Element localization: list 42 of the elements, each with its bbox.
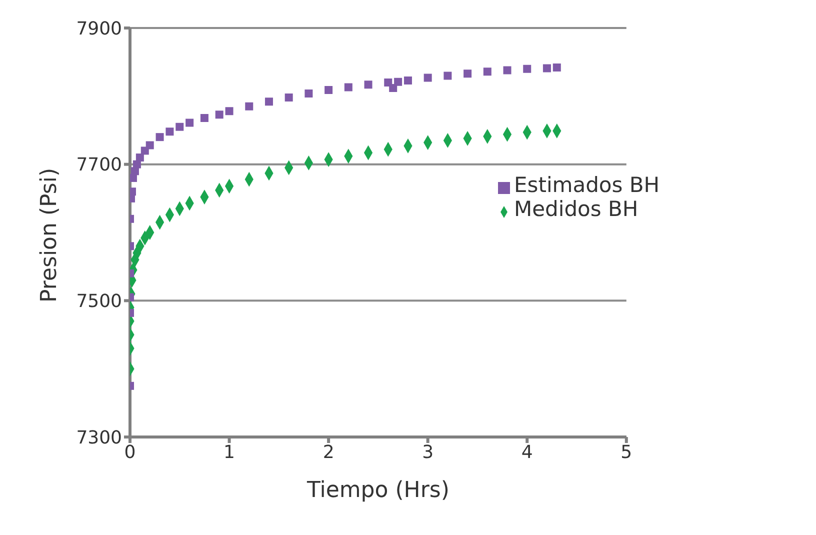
point [215,110,224,119]
point [132,160,141,168]
point [424,74,432,82]
point [245,102,254,110]
y-tick-label: 7900 [76,18,122,40]
y-axis-title: Presion (Psi) [36,168,62,302]
point [146,141,154,150]
x-tick-label: 4 [521,442,533,463]
x-tick-label: 2 [322,442,334,463]
point [225,107,234,116]
x-tick-label: 5 [620,442,632,463]
point [503,66,512,74]
point [186,118,194,127]
point [200,114,208,122]
legend-label: Medidos BH [514,197,638,221]
point [552,64,561,72]
point [136,154,144,162]
point [166,128,174,136]
point [404,76,412,84]
legend-label: Estimados BH [514,173,660,197]
point [284,94,293,102]
point [264,98,273,106]
point [483,68,492,76]
y-tick-label: 7700 [76,154,122,176]
point [444,72,452,80]
point [389,84,398,92]
point [364,80,372,89]
x-tick-label: 3 [422,442,434,463]
point [542,64,551,72]
x-tick-label: 1 [224,442,236,463]
y-tick-label: 7300 [76,427,122,448]
point [176,122,184,131]
point [344,83,352,92]
x-axis-title: Tiempo (Hrs) [306,478,450,503]
point [156,133,164,142]
point [394,78,402,86]
point [523,64,532,73]
y-tick-label: 7500 [76,291,122,312]
point [304,89,313,98]
point [324,86,333,94]
x-tick-label: 0 [124,442,136,463]
point [464,70,472,78]
